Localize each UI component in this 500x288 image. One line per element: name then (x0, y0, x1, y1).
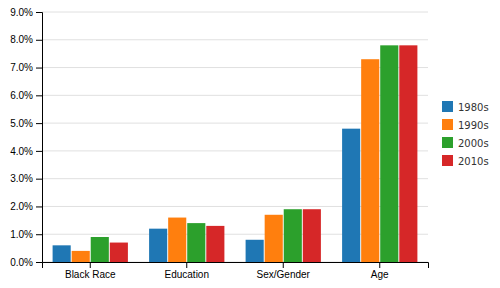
x-tick-label: Black Race (65, 269, 116, 280)
y-tick-mark (36, 262, 42, 263)
y-tick-label: 6.0% (10, 90, 33, 101)
y-tick: 5.0% (10, 118, 42, 129)
legend-item: 2010s (442, 155, 489, 167)
x-tick-label: Sex/Gender (257, 269, 311, 280)
y-tick: 9.0% (10, 7, 42, 18)
y-tick-mark (36, 40, 42, 41)
y-tick-mark (36, 123, 42, 124)
bar (110, 243, 128, 262)
y-tick-label: 7.0% (10, 62, 33, 73)
bar (187, 223, 205, 262)
bar (303, 209, 321, 262)
bar (284, 209, 302, 262)
x-tick-label: Age (371, 269, 389, 280)
y-tick-label: 8.0% (10, 34, 33, 45)
y-tick-label: 1.0% (10, 229, 33, 240)
y-axis: 0.0% 1.0% 2.0% 3.0% 4.0% 5.0% 6.0% 7.0% 8.0% 9.0% (10, 7, 42, 268)
y-axis-line (36, 13, 43, 263)
y-tick-label: 2.0% (10, 201, 33, 212)
bar-series (72, 59, 380, 262)
legend-label: 1980s (458, 102, 489, 113)
y-tick-label: 0.0% (10, 257, 33, 268)
legend-item: 1980s (442, 101, 489, 113)
y-tick-mark (36, 234, 42, 235)
bar (91, 237, 109, 262)
y-tick-mark (36, 95, 42, 96)
bar (342, 129, 360, 262)
legend-label: 1990s (458, 120, 489, 131)
y-tick-label: 5.0% (10, 118, 33, 129)
grid-line (42, 12, 428, 13)
x-axis: Black Race Education Sex/Gender Age (43, 262, 429, 280)
y-tick: 8.0% (10, 34, 42, 45)
bar (246, 240, 264, 262)
y-tick: 4.0% (10, 146, 42, 157)
legend: 1980s 1990s 2000s 2010s (442, 101, 489, 167)
bar (380, 45, 398, 262)
bar (361, 59, 379, 262)
x-axis-line (43, 263, 429, 269)
x-tick-mark (90, 262, 91, 268)
y-tick-mark (36, 68, 42, 69)
bar-series (91, 45, 399, 262)
bar (399, 45, 417, 262)
plot: 0.0% 1.0% 2.0% 3.0% 4.0% 5.0% 6.0% 7.0% 8.0% 9.0%… (10, 7, 428, 280)
legend-item: 2000s (442, 137, 489, 149)
y-tick: 3.0% (10, 173, 42, 184)
y-tick: 0.0% (10, 257, 42, 268)
y-tick: 6.0% (10, 90, 42, 101)
bar (206, 226, 224, 262)
y-tick-label: 9.0% (10, 7, 33, 18)
legend-label: 2010s (458, 156, 489, 167)
y-tick-label: 3.0% (10, 173, 33, 184)
x-tick-mark (283, 262, 284, 268)
grid-line (42, 39, 428, 40)
bar (168, 218, 186, 262)
bar-series (110, 45, 418, 262)
bar (72, 251, 90, 262)
legend-item: 1990s (442, 119, 489, 131)
chart: 0.0% 1.0% 2.0% 3.0% 4.0% 5.0% 6.0% 7.0% 8.0% 9.0%… (0, 0, 500, 288)
x-tick: Sex/Gender (257, 262, 311, 280)
grid (42, 12, 428, 262)
bar-series (53, 129, 361, 262)
bar (53, 245, 71, 262)
bar (149, 229, 167, 262)
y-tick-mark (36, 179, 42, 180)
y-tick: 2.0% (10, 201, 42, 212)
legend-swatch (442, 137, 453, 148)
legend-swatch (442, 119, 453, 130)
x-tick-mark (379, 262, 380, 268)
y-tick-label: 4.0% (10, 146, 33, 157)
x-tick: Age (371, 262, 389, 280)
x-tick: Education (165, 262, 209, 280)
legend-swatch (442, 155, 453, 166)
bars (53, 45, 418, 262)
x-tick-mark (186, 262, 187, 268)
legend-swatch (442, 101, 453, 112)
x-tick-label: Education (165, 269, 209, 280)
y-tick-mark (36, 206, 42, 207)
bar (265, 215, 283, 262)
y-tick: 7.0% (10, 62, 42, 73)
y-tick-mark (36, 12, 42, 13)
legend-label: 2000s (458, 138, 489, 149)
y-tick-mark (36, 151, 42, 152)
x-tick: Black Race (65, 262, 116, 280)
y-tick: 1.0% (10, 229, 42, 240)
